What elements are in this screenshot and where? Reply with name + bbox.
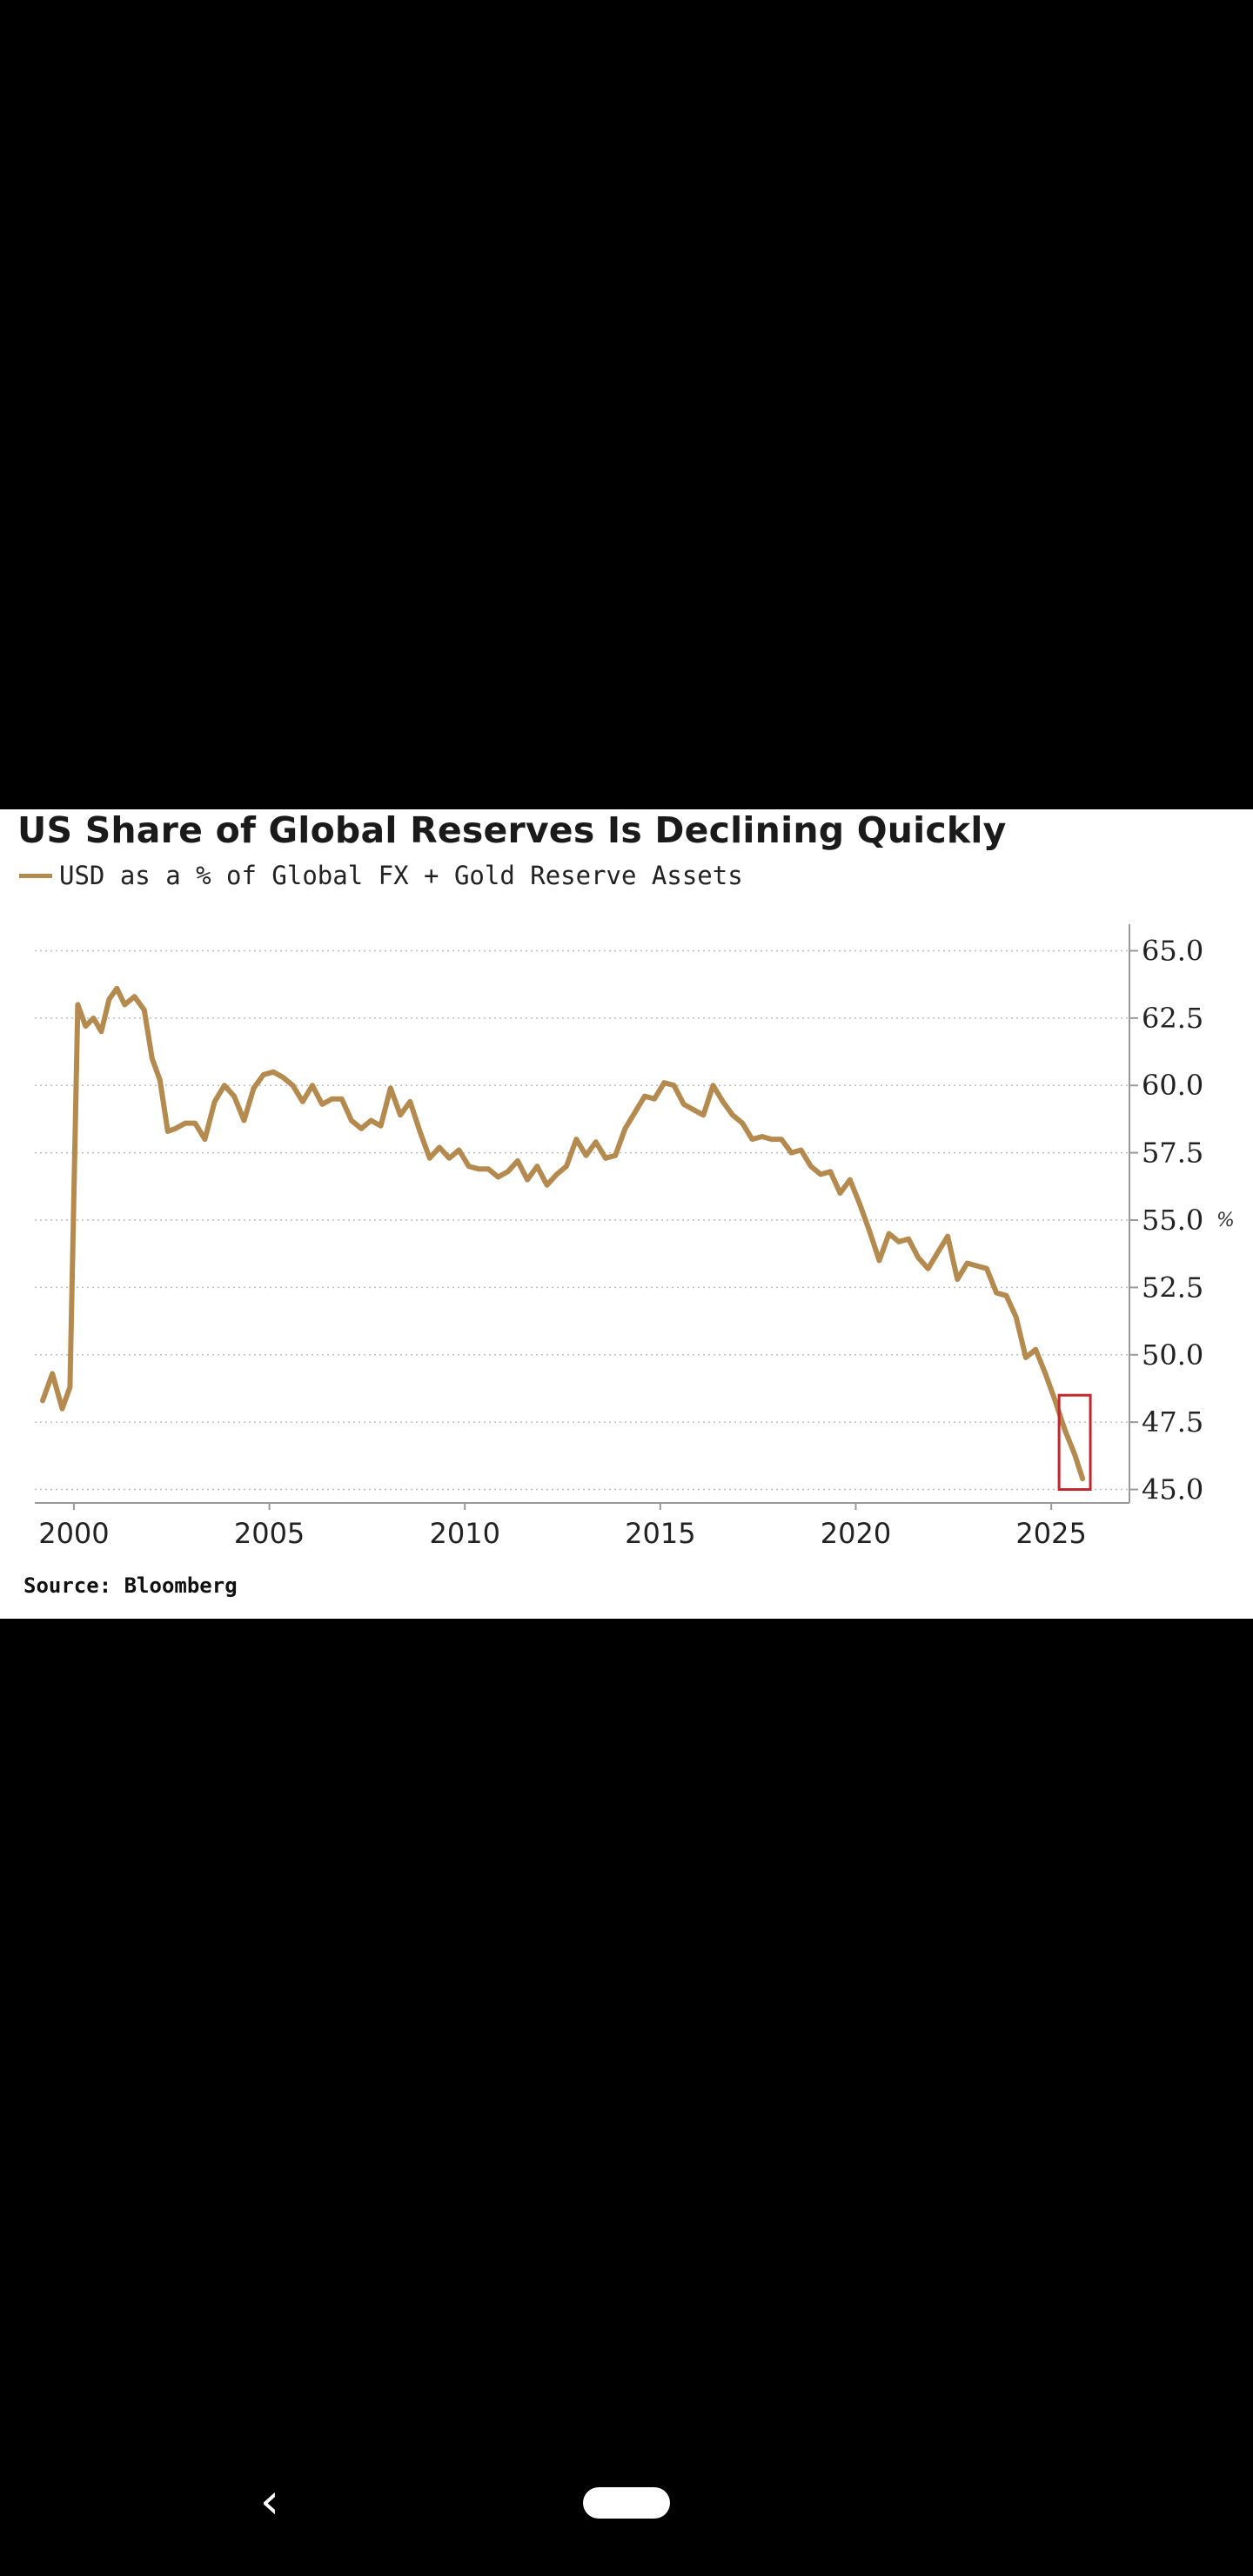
chart-plot: 65.0 62.5 60.0 57.5 55.0 % 52.5 50.0 47.5 45.0 200…	[35, 924, 1235, 1550]
x-tick-label: 2010	[429, 1517, 499, 1550]
x-tick-label: 2020	[821, 1517, 891, 1550]
x-tick-label: 2005	[234, 1517, 305, 1550]
x-tick-label: 2025	[1015, 1517, 1086, 1550]
system-nav-bar: ‹	[0, 2437, 1253, 2576]
y-tick-label: 57.5	[1142, 1137, 1203, 1170]
legend-label: USD as a % of Global FX + Gold Reserve A…	[59, 861, 743, 890]
y-tick-label: 55.0	[1142, 1204, 1203, 1237]
y-tick-label: 52.5	[1142, 1271, 1203, 1304]
chart-legend: USD as a % of Global FX + Gold Reserve A…	[19, 861, 743, 890]
y-tick-label: 47.5	[1142, 1405, 1203, 1439]
x-tick-label: 2015	[625, 1517, 695, 1550]
series-line	[40, 985, 1086, 1482]
image-viewer: 65.0 62.5 60.0 57.5 55.0% 52.5 50.0 47.5 45.0 200…	[0, 809, 1253, 1619]
y-unit-label: %	[1216, 1210, 1235, 1231]
home-pill-icon[interactable]	[583, 2487, 670, 2519]
back-button[interactable]: ‹	[244, 2472, 296, 2532]
chevron-left-icon: ‹	[259, 2473, 280, 2530]
legend-swatch	[19, 873, 52, 878]
y-tick-label: 65.0	[1142, 934, 1203, 967]
y-tick-label: 62.5	[1142, 1002, 1203, 1035]
y-tick-label: 60.0	[1142, 1069, 1203, 1102]
highlight-box	[1057, 1393, 1092, 1492]
chart-source: Source: Bloomberg	[23, 1573, 238, 1598]
y-tick-label: 45.0	[1142, 1473, 1203, 1506]
x-tick-label: 2000	[38, 1517, 109, 1550]
y-tick-label: 50.0	[1142, 1338, 1203, 1372]
chart-title: US Share of Global Reserves Is Declining…	[17, 809, 1007, 851]
